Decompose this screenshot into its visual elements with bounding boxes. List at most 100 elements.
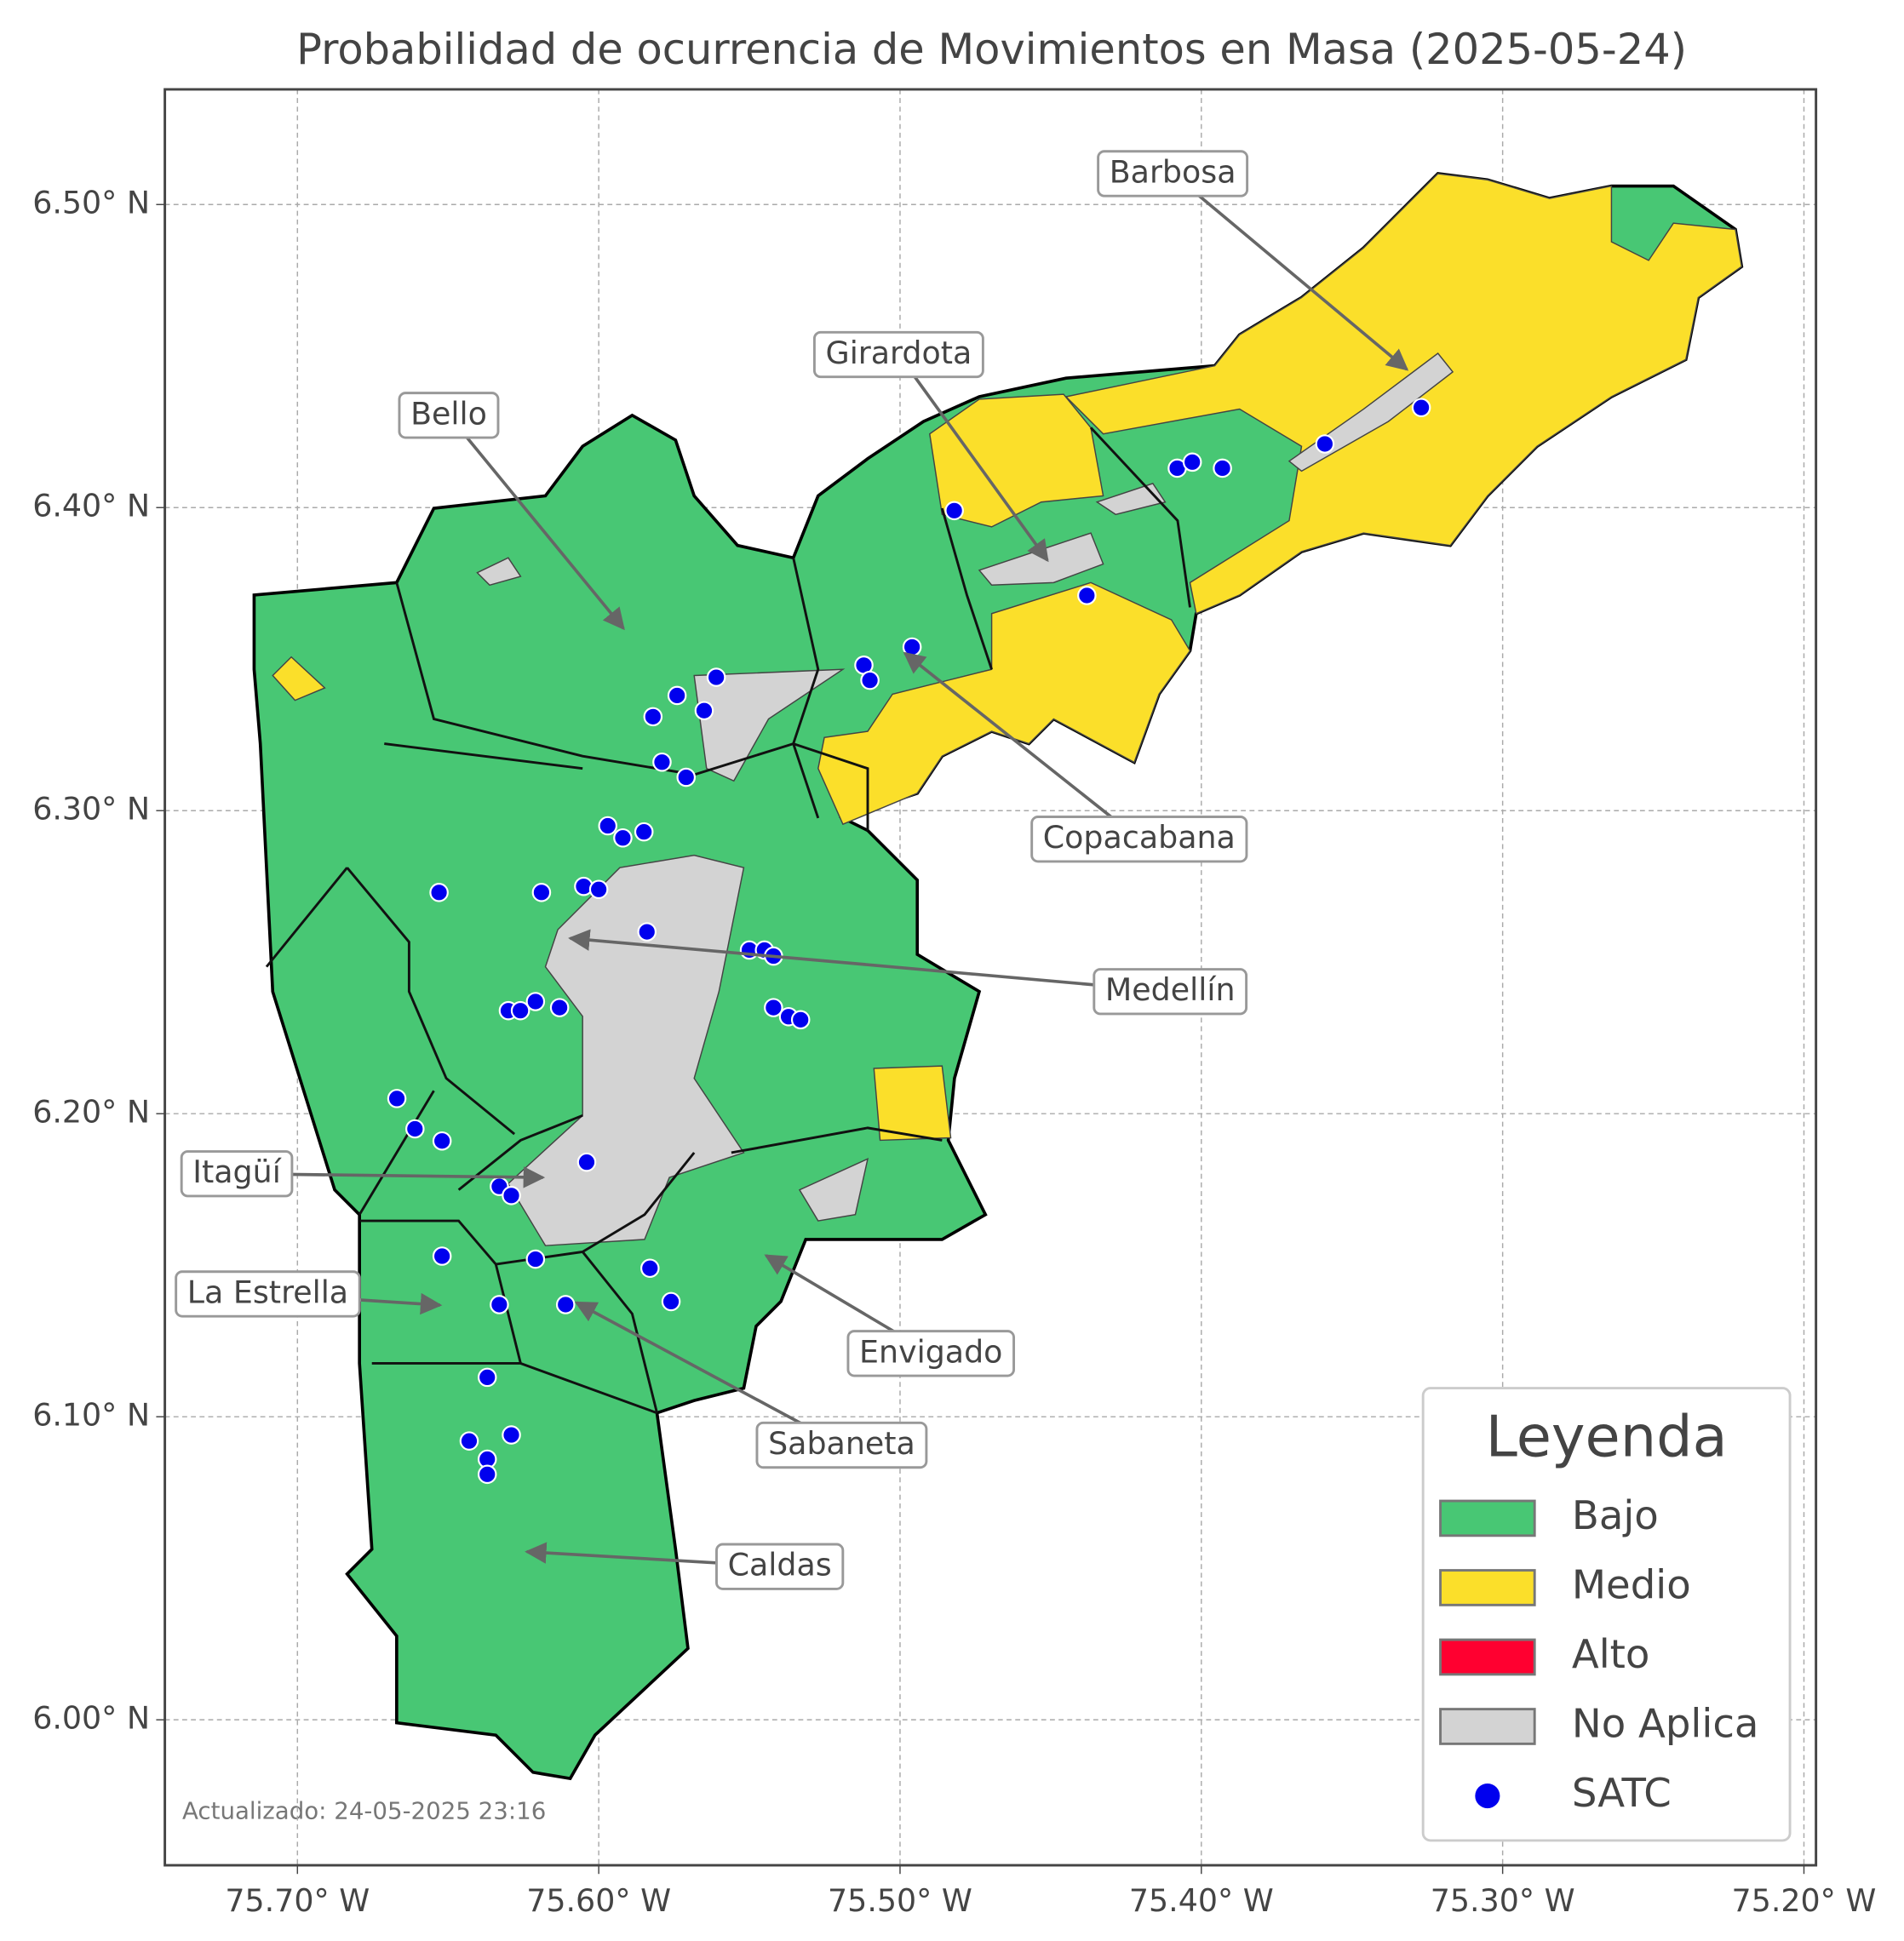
annotation-label: Girardota	[826, 335, 972, 371]
y-tick-label: 6.00° N	[32, 1700, 150, 1737]
annotation-box	[1093, 968, 1248, 1016]
y-tick-label: 6.30° N	[32, 791, 150, 827]
station	[555, 1295, 576, 1314]
medio-zone	[873, 1065, 952, 1142]
station	[613, 827, 633, 848]
station	[510, 1000, 530, 1021]
station	[661, 1291, 681, 1312]
legend-swatch	[1439, 1569, 1536, 1606]
annotation-box	[180, 1150, 294, 1198]
x-tick-label: 75.20° W	[1732, 1882, 1877, 1919]
annotation-arrow	[447, 414, 625, 631]
x-tick-label: 75.30° W	[1431, 1882, 1575, 1919]
annotation-box	[1097, 150, 1249, 198]
station	[502, 1186, 521, 1205]
no-aplica-zone	[1095, 483, 1167, 516]
legend-label: Bajo	[1572, 1492, 1659, 1538]
y-tick-label: 6.20° N	[32, 1094, 150, 1131]
legend-swatch	[1439, 1499, 1536, 1537]
station	[1077, 586, 1097, 605]
station	[531, 883, 552, 902]
municipal-boundary	[395, 581, 794, 776]
station	[1315, 434, 1335, 454]
annotation-box	[398, 392, 500, 439]
municipal-boundary	[346, 867, 516, 1136]
legend-label: Medio	[1572, 1561, 1691, 1607]
station	[525, 1249, 546, 1269]
station	[860, 670, 880, 690]
station	[432, 1131, 452, 1151]
station	[706, 667, 726, 687]
municipal-boundary	[793, 742, 869, 831]
municipal-boundary	[359, 1219, 522, 1364]
y-tick-label: 6.40° N	[32, 488, 150, 524]
station	[640, 1258, 660, 1279]
no-aplica-zone	[507, 854, 745, 1246]
annotation-label: Envigado	[859, 1333, 1002, 1370]
municipal-boundary	[1089, 427, 1191, 608]
footer-note: Actualizado: 24-05-2025 23:16	[182, 1796, 546, 1824]
municipal-boundary	[384, 742, 583, 770]
x-tick-label: 75.70° W	[225, 1882, 370, 1919]
annotation-arrow	[1171, 172, 1409, 371]
station	[490, 1295, 509, 1314]
legend-marker	[1475, 1783, 1500, 1809]
annotation-box	[175, 1270, 361, 1318]
station	[598, 816, 618, 836]
station	[588, 879, 609, 900]
annotation-label: Medellín	[1105, 971, 1236, 1008]
station	[667, 685, 687, 706]
y-tick-label: 6.50° N	[32, 185, 150, 221]
station	[637, 922, 657, 942]
x-tick-label: 75.50° W	[828, 1882, 972, 1919]
station	[944, 501, 964, 521]
station	[477, 1464, 497, 1485]
map-title: Probabilidad de ocurrencia de Movimiento…	[296, 25, 1687, 74]
municipal-boundary	[371, 1362, 658, 1415]
no-aplica-zone	[798, 1158, 869, 1222]
x-tick-label: 75.40° W	[1129, 1882, 1274, 1919]
annotation-label: La Estrella	[187, 1274, 348, 1310]
municipal-boundary	[265, 867, 348, 968]
station	[790, 1010, 811, 1030]
legend-title: Leyenda	[1486, 1403, 1728, 1469]
annotation-arrow	[897, 353, 1049, 563]
annotation-box	[812, 330, 984, 379]
station	[764, 998, 783, 1017]
station	[576, 1152, 597, 1172]
station	[549, 998, 570, 1017]
no-aplica-zone	[476, 557, 522, 587]
legend-swatch	[1439, 1638, 1536, 1676]
annotation-box	[715, 1543, 845, 1590]
station	[1411, 398, 1431, 418]
municipal-boundary	[358, 1090, 435, 1216]
y-tick-label: 6.10° N	[32, 1397, 150, 1434]
municipal-boundary	[792, 557, 820, 819]
station	[405, 1119, 425, 1139]
medio-zone	[817, 581, 1191, 826]
annotation-box	[1030, 816, 1248, 863]
station	[676, 767, 697, 787]
municipal-boundary	[731, 1126, 943, 1154]
station	[387, 1089, 407, 1108]
legend-label: Alto	[1572, 1631, 1650, 1677]
medio-zone	[272, 656, 326, 701]
annotation-label: Sabaneta	[768, 1425, 915, 1462]
station	[477, 1367, 497, 1388]
station	[652, 752, 672, 772]
station	[694, 701, 714, 721]
station	[634, 822, 654, 842]
legend-label: SATC	[1572, 1770, 1672, 1816]
municipal-boundary	[457, 1114, 583, 1191]
annotation-label: Barbosa	[1110, 153, 1236, 190]
station	[525, 992, 546, 1011]
plot-frame	[163, 88, 1818, 1867]
station	[459, 1431, 479, 1451]
station	[1213, 458, 1232, 478]
station	[432, 1246, 452, 1266]
annotation-label: Itagüí	[192, 1154, 282, 1190]
station	[429, 883, 449, 902]
x-tick-label: 75.60° W	[526, 1882, 671, 1919]
legend-swatch	[1439, 1708, 1536, 1745]
